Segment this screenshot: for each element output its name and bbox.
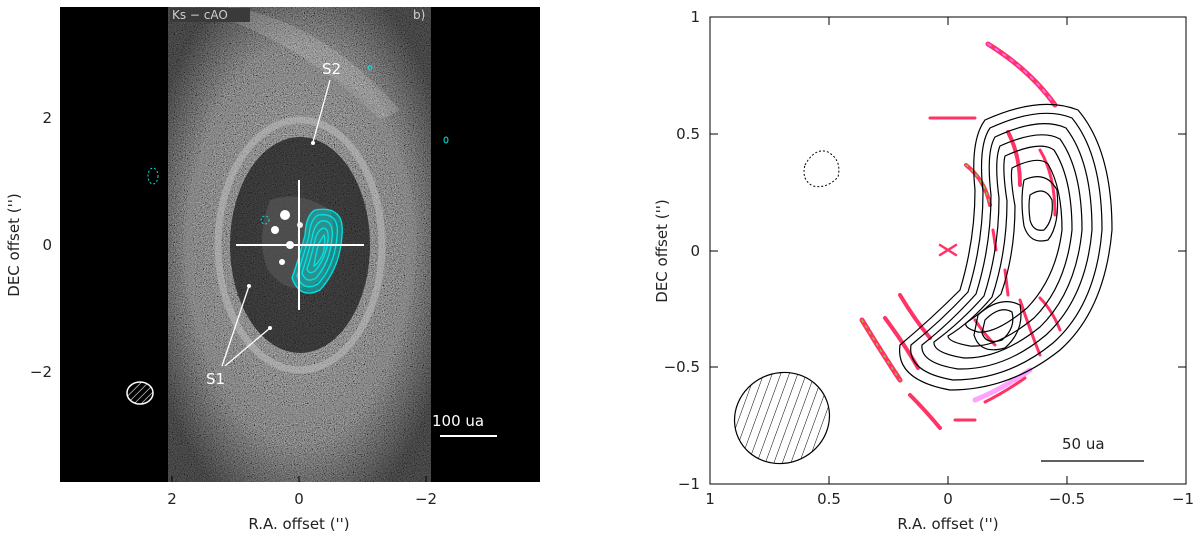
right-ticks: [709, 16, 1187, 485]
left-beam: [126, 381, 154, 405]
right-x-axis-label: R.A. offset (''): [897, 515, 998, 533]
right-xtick-5: −1: [1172, 490, 1194, 508]
right-contours: [899, 103, 1113, 391]
left-contours: [291, 208, 343, 294]
left-ytick-1: 2: [42, 109, 52, 127]
left-xtick-1: 2: [167, 490, 177, 508]
right-panel: 50 ua 1 0.5 0 −0.5 −1 1 0.5 0 −0.5 −1 R.…: [653, 8, 1194, 533]
left-panel: S2 S1 100 ua Ks − cAO b): [5, 7, 540, 533]
right-xtick-2: 0.5: [817, 490, 841, 508]
right-dotted-contour: [803, 150, 840, 188]
right-xtick-4: −0.5: [1049, 490, 1085, 508]
right-emission-arcs: [859, 41, 1062, 430]
annotation-s1: S1: [206, 370, 225, 388]
left-ytick-3: −2: [30, 363, 52, 381]
left-ticks: [60, 117, 427, 482]
right-xtick-3: 0: [943, 490, 953, 508]
panel-letter: b): [413, 8, 425, 22]
left-x-axis-label: R.A. offset (''): [248, 515, 349, 533]
right-ytick-5: −1: [678, 475, 700, 493]
right-ytick-1: 1: [690, 8, 700, 26]
right-y-axis-label: DEC offset (''): [653, 199, 671, 302]
band-label: Ks − cAO: [172, 8, 228, 22]
left-xtick-2: 0: [294, 490, 304, 508]
right-xtick-1: 1: [705, 490, 715, 508]
left-image: S2 S1 100 ua Ks − cAO b): [126, 7, 497, 482]
annotation-s2: S2: [322, 60, 341, 78]
left-ytick-2: 0: [42, 236, 52, 254]
left-y-axis-label: DEC offset (''): [5, 193, 23, 296]
right-beam: [733, 371, 831, 465]
left-scale-label: 100 ua: [432, 412, 484, 430]
right-ytick-4: −0.5: [664, 358, 700, 376]
right-ytick-2: 0.5: [676, 125, 700, 143]
right-scale-label: 50 ua: [1062, 435, 1105, 453]
left-xtick-3: −2: [415, 490, 437, 508]
right-ytick-3: 0: [690, 242, 700, 260]
